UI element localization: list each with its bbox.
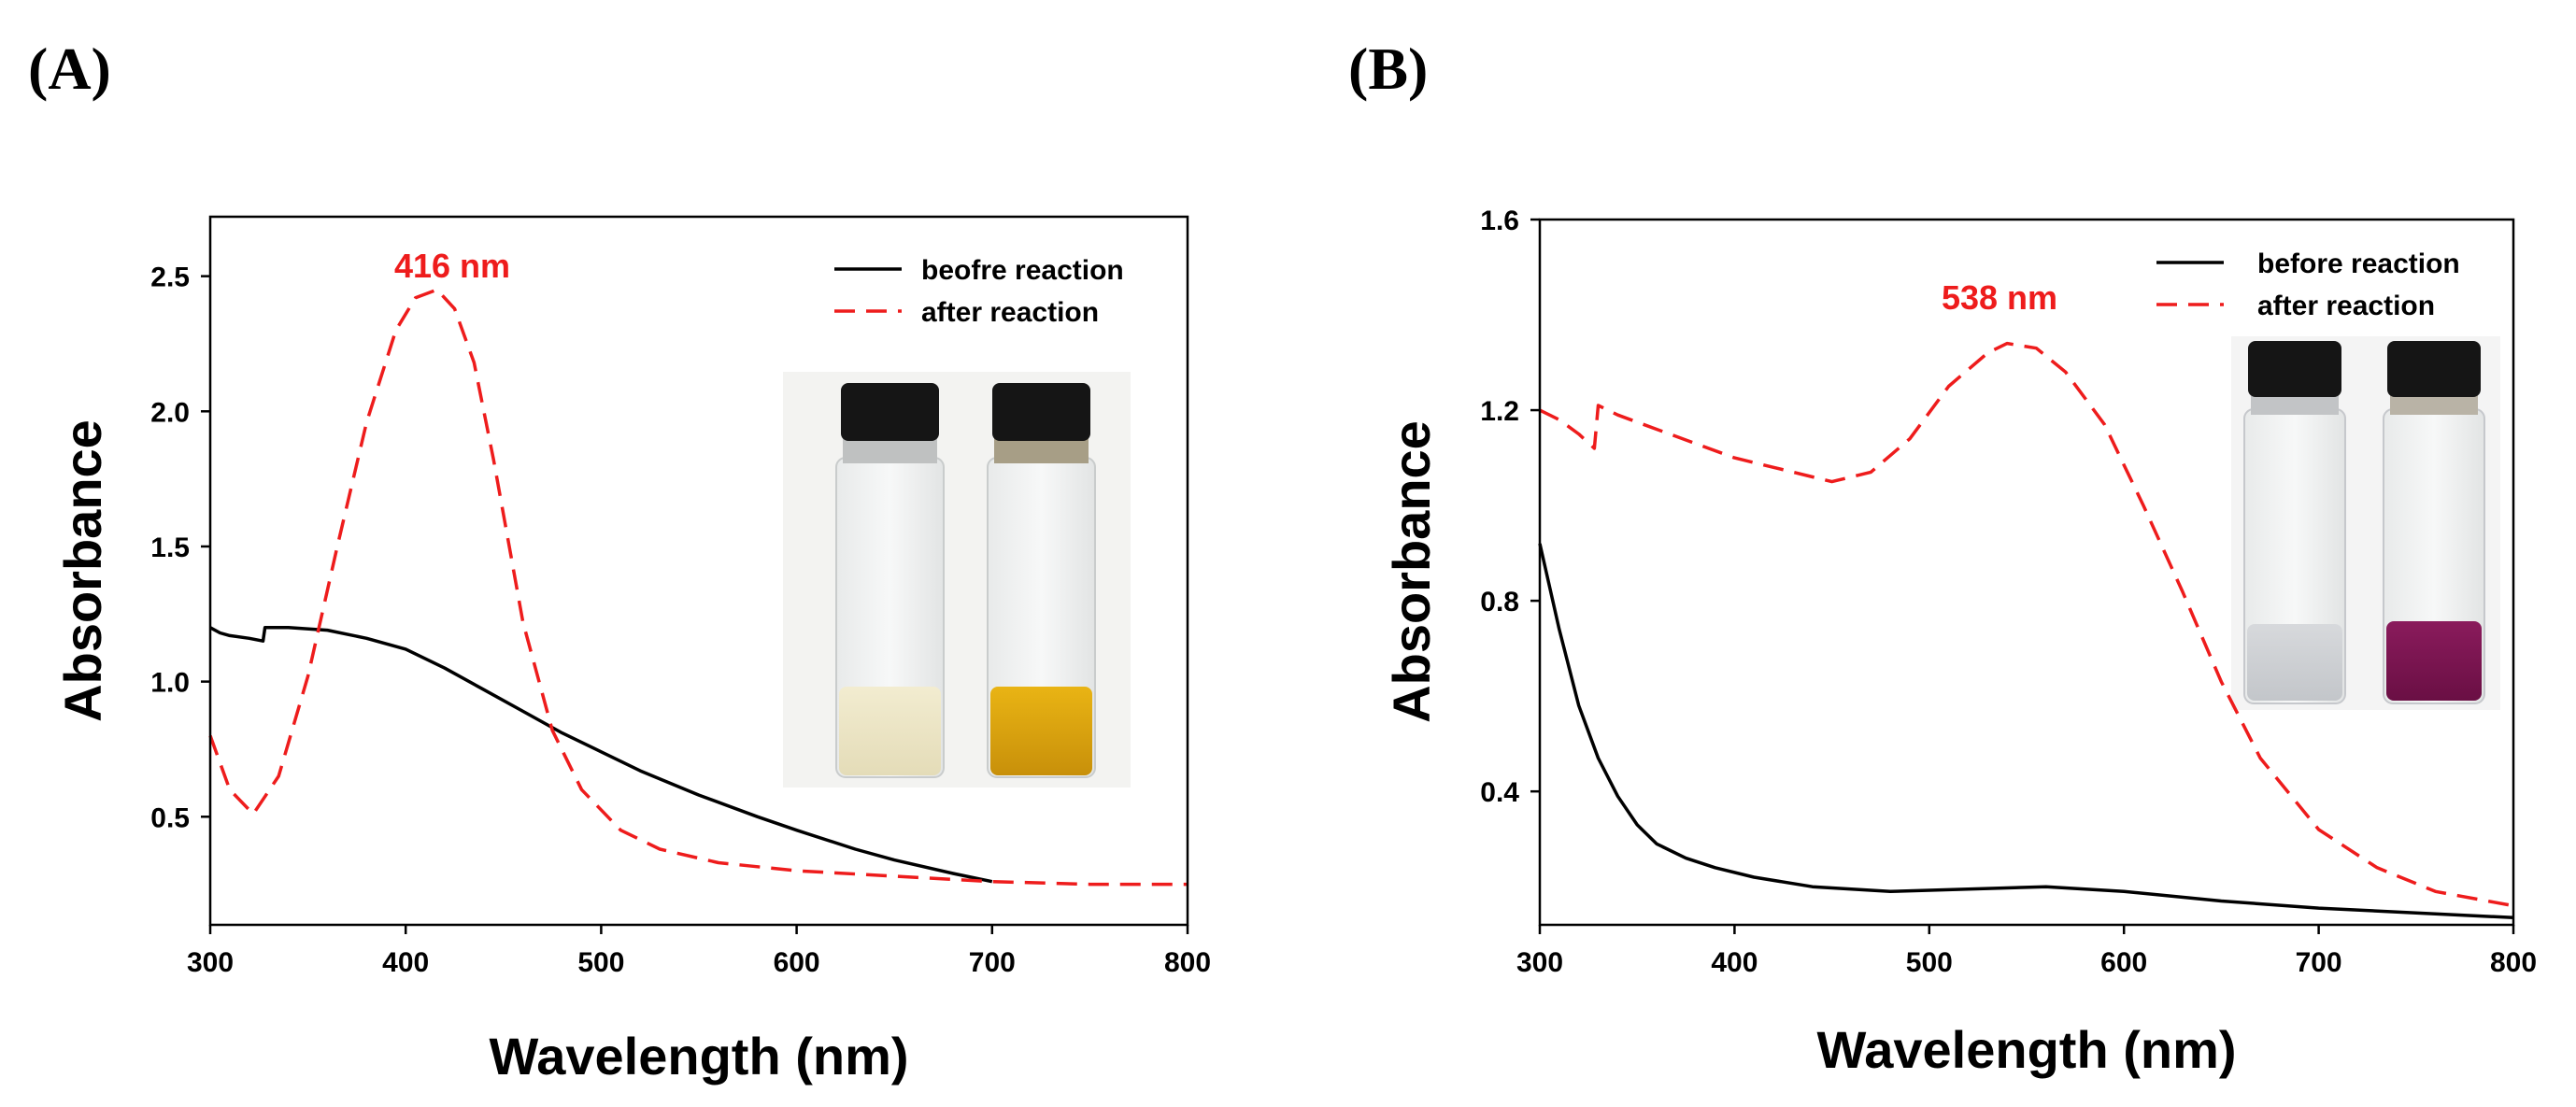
y-tick-label-b-2: 1.2	[1480, 396, 1519, 427]
legend-label-after-a: after reaction	[921, 297, 1099, 328]
plot-lines-b	[1538, 341, 2514, 920]
x-axis-title-b: Wavelength (nm)	[1816, 1020, 2236, 1079]
x-tick-label-b-800: 800	[2490, 947, 2537, 978]
chart-b: 300 400 500 600 700 800 0.4 0.8 1.2 1.6 Wavelengt…	[1382, 206, 2537, 1079]
axes-frame-b	[1538, 218, 2515, 927]
x-tick-label-b-400: 400	[1711, 947, 1758, 978]
peak-annotation-a: 416 nm	[394, 247, 510, 285]
legend-label-after-b: after reaction	[2257, 291, 2435, 321]
plot-lines-a	[208, 288, 1188, 887]
x-tick-label-a-800: 800	[1164, 947, 1211, 978]
y-tick-label-a-0: 0.5	[150, 802, 190, 833]
y-tick-label-a-1: 1.0	[150, 668, 190, 699]
y-tick-label-b-1: 0.8	[1480, 587, 1519, 617]
x-tick-label-b-700: 700	[2296, 947, 2342, 978]
legend-label-before-a: beofre reaction	[921, 255, 1124, 286]
x-tick-label-a-700: 700	[969, 947, 1016, 978]
y-tick-label-a-2: 1.5	[150, 532, 190, 563]
x-axis-title-a: Wavelength (nm)	[489, 1027, 908, 1086]
vials-photo-a	[783, 372, 1131, 788]
ticks-a: 300 400 500 600 700 800 0.5 1.0 1.5 2.0 2.5	[150, 263, 1211, 978]
y-tick-label-b-3: 1.6	[1480, 206, 1519, 236]
x-tick-label-a-600: 600	[774, 947, 820, 978]
vials-photo-b	[2231, 336, 2500, 710]
x-tick-label-a-300: 300	[187, 947, 234, 978]
x-tick-label-b-500: 500	[1906, 947, 1953, 978]
x-tick-label-a-400: 400	[382, 947, 429, 978]
legend-a: beofre reaction after reaction	[834, 255, 1124, 328]
y-tick-label-a-4: 2.5	[150, 263, 190, 293]
legend-label-before-b: before reaction	[2257, 248, 2460, 279]
series-line-after-a	[208, 288, 1188, 887]
series-line-after-b	[1539, 341, 2514, 908]
axes-frame-a	[208, 215, 1189, 927]
chart-a: 300 400 500 600 700 800 0.5 1.0 1.5 2.0 2.5 Wavele…	[53, 215, 1211, 1086]
panel-label-b: (B)	[1348, 35, 1428, 102]
y-axis-title-a: Absorbance	[53, 419, 112, 722]
x-tick-label-b-600: 600	[2100, 947, 2147, 978]
y-axis-title-b: Absorbance	[1382, 420, 1441, 723]
legend-b: before reaction after reaction	[2156, 248, 2460, 321]
x-tick-label-b-300: 300	[1516, 947, 1563, 978]
panel-label-a: (A)	[28, 35, 111, 102]
x-tick-label-a-500: 500	[577, 947, 624, 978]
y-tick-label-b-0: 0.4	[1480, 777, 1519, 808]
series-line-before-b	[1538, 543, 2514, 920]
peak-annotation-b: 538 nm	[1942, 278, 2057, 317]
series-line-before-a	[209, 626, 993, 884]
ticks-b: 300 400 500 600 700 800 0.4 0.8 1.2 1.6	[1480, 206, 2537, 978]
y-tick-label-a-3: 2.0	[150, 397, 190, 428]
